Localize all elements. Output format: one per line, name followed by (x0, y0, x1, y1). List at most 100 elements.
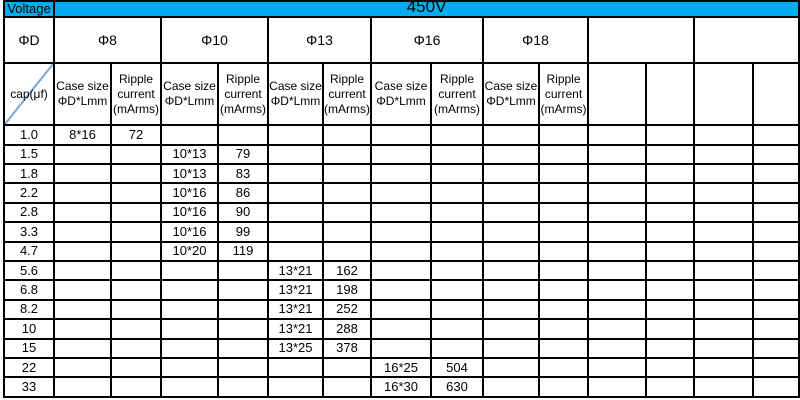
case-size-cell (693, 318, 754, 340)
case-size-cell (693, 143, 754, 166)
ripple-current-cell (110, 356, 162, 379)
ripple-current-cell (645, 201, 695, 224)
case-size-cell (53, 182, 112, 204)
ripple-current-cell (645, 279, 695, 301)
case-size-cell: 10*20 (160, 240, 219, 263)
cap-cell: 15 (3, 337, 55, 360)
ripple-current-cell: 378 (322, 337, 372, 360)
ripple-current-cell (217, 356, 269, 379)
case-size-cell (482, 356, 540, 379)
ripple-current-header: Ripple current (mArms) (322, 62, 372, 127)
case-size-header: Case size ΦD*Lmm (482, 62, 540, 127)
case-size-cell (482, 182, 540, 204)
ripple-current-cell (538, 182, 589, 204)
case-size-cell (53, 260, 112, 282)
case-size-cell (53, 143, 112, 166)
case-size-cell (693, 260, 754, 282)
ripple-current-cell (217, 376, 269, 398)
ripple-current-cell (322, 201, 372, 224)
ripple-current-cell: 119 (217, 240, 269, 263)
ripple-current-cell (751, 201, 800, 224)
ripple-current-cell (430, 240, 484, 263)
case-size-cell: 10*13 (160, 143, 219, 166)
table-row: 1.0 8*16 72 (3, 124, 800, 146)
ripple-current-cell (645, 124, 695, 146)
ripple-current-cell (430, 163, 484, 185)
ripple-current-cell (322, 356, 372, 379)
cap-cell: 1.0 (3, 124, 55, 146)
case-size-cell (482, 240, 540, 263)
diameter-header-5: Φ18 (482, 16, 589, 65)
ripple-current-cell (110, 318, 162, 340)
ripple-current-cell: 79 (217, 143, 269, 166)
ripple-current-cell (322, 124, 372, 146)
ripple-current-cell (110, 279, 162, 301)
diameter-header-empty (692, 16, 800, 65)
ripple-current-cell (751, 260, 800, 282)
ripple-current-cell (751, 240, 800, 263)
table-row: 1.5 10*13 79 (3, 143, 800, 166)
case-size-cell (587, 279, 647, 301)
ripple-current-cell (645, 182, 695, 204)
ripple-current-cell (322, 221, 372, 243)
ripple-current-cell (217, 260, 269, 282)
ripple-current-cell (110, 337, 162, 360)
ripple-current-cell (645, 143, 695, 166)
ripple-current-cell (538, 201, 589, 224)
ripple-current-cell (751, 318, 800, 340)
ripple-current-cell (751, 356, 800, 379)
ripple-current-cell (322, 143, 372, 166)
ripple-current-cell (645, 318, 695, 340)
ripple-current-cell: 162 (322, 260, 372, 282)
case-size-cell (53, 376, 112, 398)
ripple-current-cell (751, 124, 800, 146)
case-size-cell: 13*21 (267, 279, 324, 301)
case-size-cell (53, 221, 112, 243)
ripple-current-cell (538, 318, 589, 340)
cap-cell: 3.3 (3, 221, 55, 243)
case-size-cell (370, 337, 432, 360)
case-size-cell (693, 240, 754, 263)
case-size-cell (267, 201, 324, 224)
ripple-current-cell (430, 143, 484, 166)
case-size-cell (267, 221, 324, 243)
table-row: 4.7 10*20 119 (3, 240, 800, 263)
case-size-cell (160, 260, 219, 282)
ripple-current-cell (217, 279, 269, 301)
case-size-cell: 13*21 (267, 318, 324, 340)
diameter-header-empty (587, 16, 695, 65)
cap-cell: 6.8 (3, 279, 55, 301)
case-size-cell (587, 240, 647, 263)
case-size-cell (482, 143, 540, 166)
case-size-cell (267, 143, 324, 166)
cap-cell: 2.2 (3, 182, 55, 204)
diameter-header-3: Φ13 (267, 16, 372, 65)
diameter-row-label-cell: ΦD (3, 16, 55, 65)
ripple-current-cell (430, 318, 484, 340)
ripple-current-cell (217, 318, 269, 340)
case-size-cell (482, 260, 540, 282)
case-size-cell (693, 337, 754, 360)
case-size-cell (267, 124, 324, 146)
ripple-current-cell (751, 298, 800, 321)
case-size-cell (160, 376, 219, 398)
ripple-current-cell (322, 182, 372, 204)
voltage-value: 450V (406, 1, 447, 17)
ripple-current-cell (110, 201, 162, 224)
ripple-current-cell: 198 (322, 279, 372, 301)
case-size-cell (587, 124, 647, 146)
case-size-cell (370, 143, 432, 166)
case-size-cell (370, 298, 432, 321)
case-size-cell: 8*16 (53, 124, 112, 146)
ripple-current-header: Ripple current (mArms) (538, 62, 589, 127)
ripple-current-cell (645, 240, 695, 263)
ripple-current-cell (430, 221, 484, 243)
ripple-current-cell (110, 376, 162, 398)
case-size-cell (160, 124, 219, 146)
table-row: 22 16*25 504 (3, 356, 800, 379)
case-size-cell (482, 124, 540, 146)
case-size-cell: 16*25 (370, 356, 432, 379)
case-size-cell (693, 201, 754, 224)
ripple-current-cell: 288 (322, 318, 372, 340)
case-size-cell (693, 182, 754, 204)
